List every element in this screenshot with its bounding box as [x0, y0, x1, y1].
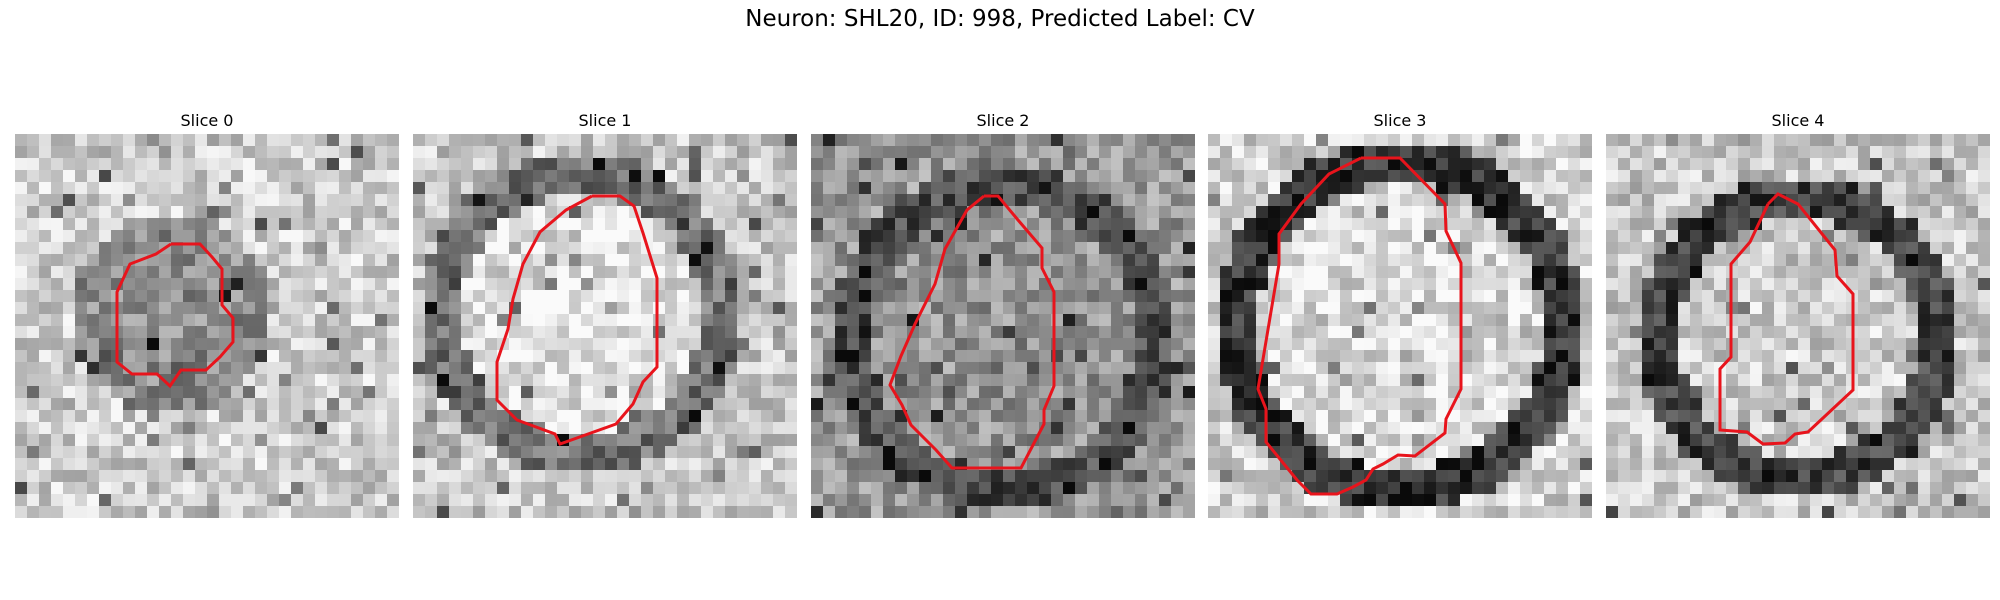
cell-contour	[115, 242, 235, 389]
slice-title: Slice 1	[578, 111, 632, 130]
cell-contour	[1718, 192, 1855, 446]
slice-panel-0: Slice 0	[15, 110, 399, 518]
slice-title: Slice 2	[976, 111, 1030, 130]
microscopy-slice-image	[413, 134, 797, 518]
cell-contour-overlay	[1718, 192, 1855, 446]
cell-contour	[495, 194, 659, 446]
slice-panel-3: Slice 3	[1208, 110, 1592, 518]
grayscale-image	[811, 134, 1195, 518]
slice-title: Slice 3	[1373, 111, 1427, 130]
microscopy-slice-image	[15, 134, 399, 518]
grayscale-image	[15, 134, 399, 518]
grayscale-image	[1606, 134, 1990, 518]
slice-title: Slice 4	[1771, 111, 1825, 130]
slice-panel-1: Slice 1	[413, 110, 797, 518]
microscopy-slice-image	[1606, 134, 1990, 518]
slice-panel-4: Slice 4	[1606, 110, 1990, 518]
cell-contour-overlay	[888, 194, 1056, 470]
grayscale-image	[413, 134, 797, 518]
cell-contour-overlay	[1256, 156, 1463, 496]
cell-contour-overlay	[495, 194, 659, 446]
microscopy-slice-image	[811, 134, 1195, 518]
microscopy-slice-image	[1208, 134, 1592, 518]
figure-title: Neuron: SHL20, ID: 998, Predicted Label:…	[745, 6, 1255, 32]
slice-title: Slice 0	[180, 111, 234, 130]
slice-panel-2: Slice 2	[811, 110, 1195, 518]
cell-contour	[888, 194, 1056, 470]
cell-contour	[1256, 156, 1463, 496]
cell-contour-overlay	[115, 242, 235, 389]
